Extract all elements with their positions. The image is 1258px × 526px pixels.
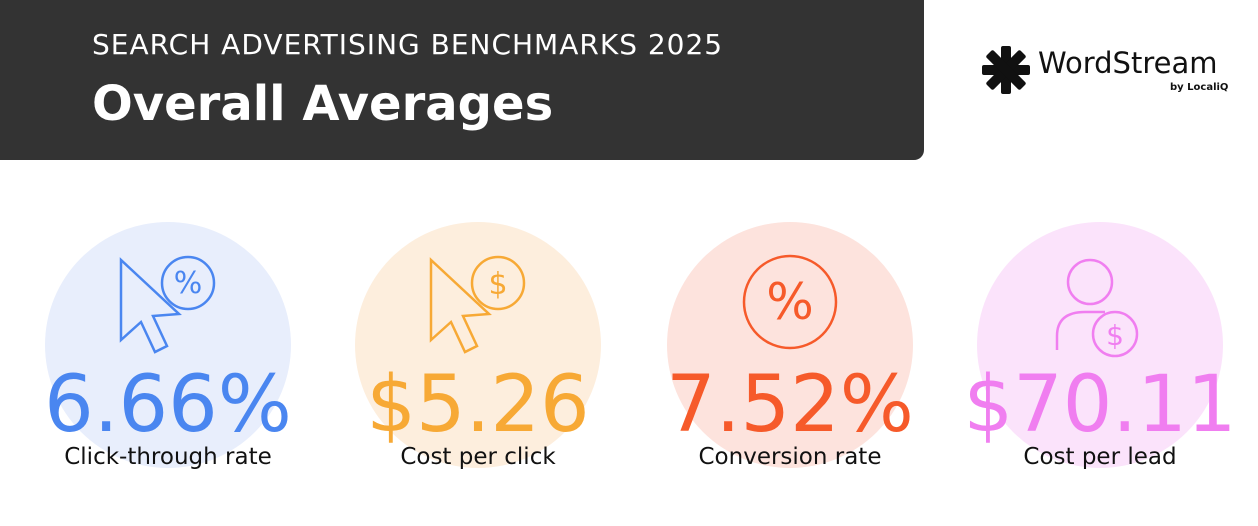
icon-person-dollar: $ <box>1055 258 1139 358</box>
metric-circle <box>45 222 291 468</box>
logo: WordStream by LocaliQ <box>980 40 1240 100</box>
metric-label: Conversion rate <box>698 444 882 470</box>
metric-label: Cost per click <box>400 444 556 470</box>
logo-byline: by LocaliQ <box>1170 82 1229 93</box>
metric-label: Cost per lead <box>1023 444 1177 470</box>
metric-value: $5.26 <box>366 360 590 450</box>
metric-card: $ $70.11 Cost per lead <box>945 222 1255 512</box>
icon-percent: % <box>742 254 838 350</box>
logo-name: WordStream <box>1038 46 1218 80</box>
metric-value: 7.52% <box>666 360 914 450</box>
header-banner: SEARCH ADVERTISING BENCHMARKS 2025 Overa… <box>0 0 924 160</box>
metric-circle <box>355 222 601 468</box>
metric-label: Click-through rate <box>64 444 272 470</box>
metric-circle <box>667 222 913 468</box>
metric-card: % 6.66% Click-through rate <box>13 222 323 512</box>
icon-cursor-dollar: $ <box>429 255 526 354</box>
subtitle: SEARCH ADVERTISING BENCHMARKS 2025 <box>92 28 724 61</box>
icon-cursor-percent: % <box>119 255 216 354</box>
metric-card: % 7.52% Conversion rate <box>635 222 945 512</box>
svg-text:%: % <box>174 266 203 301</box>
metric-card: $ $5.26 Cost per click <box>323 222 633 512</box>
metric-value: 6.66% <box>44 360 292 450</box>
svg-text:$: $ <box>1106 319 1124 352</box>
title: Overall Averages <box>92 76 554 132</box>
svg-text:%: % <box>766 273 814 331</box>
svg-text:$: $ <box>488 267 507 302</box>
metric-value: $70.11 <box>963 360 1237 450</box>
logo-mark <box>982 46 1030 94</box>
